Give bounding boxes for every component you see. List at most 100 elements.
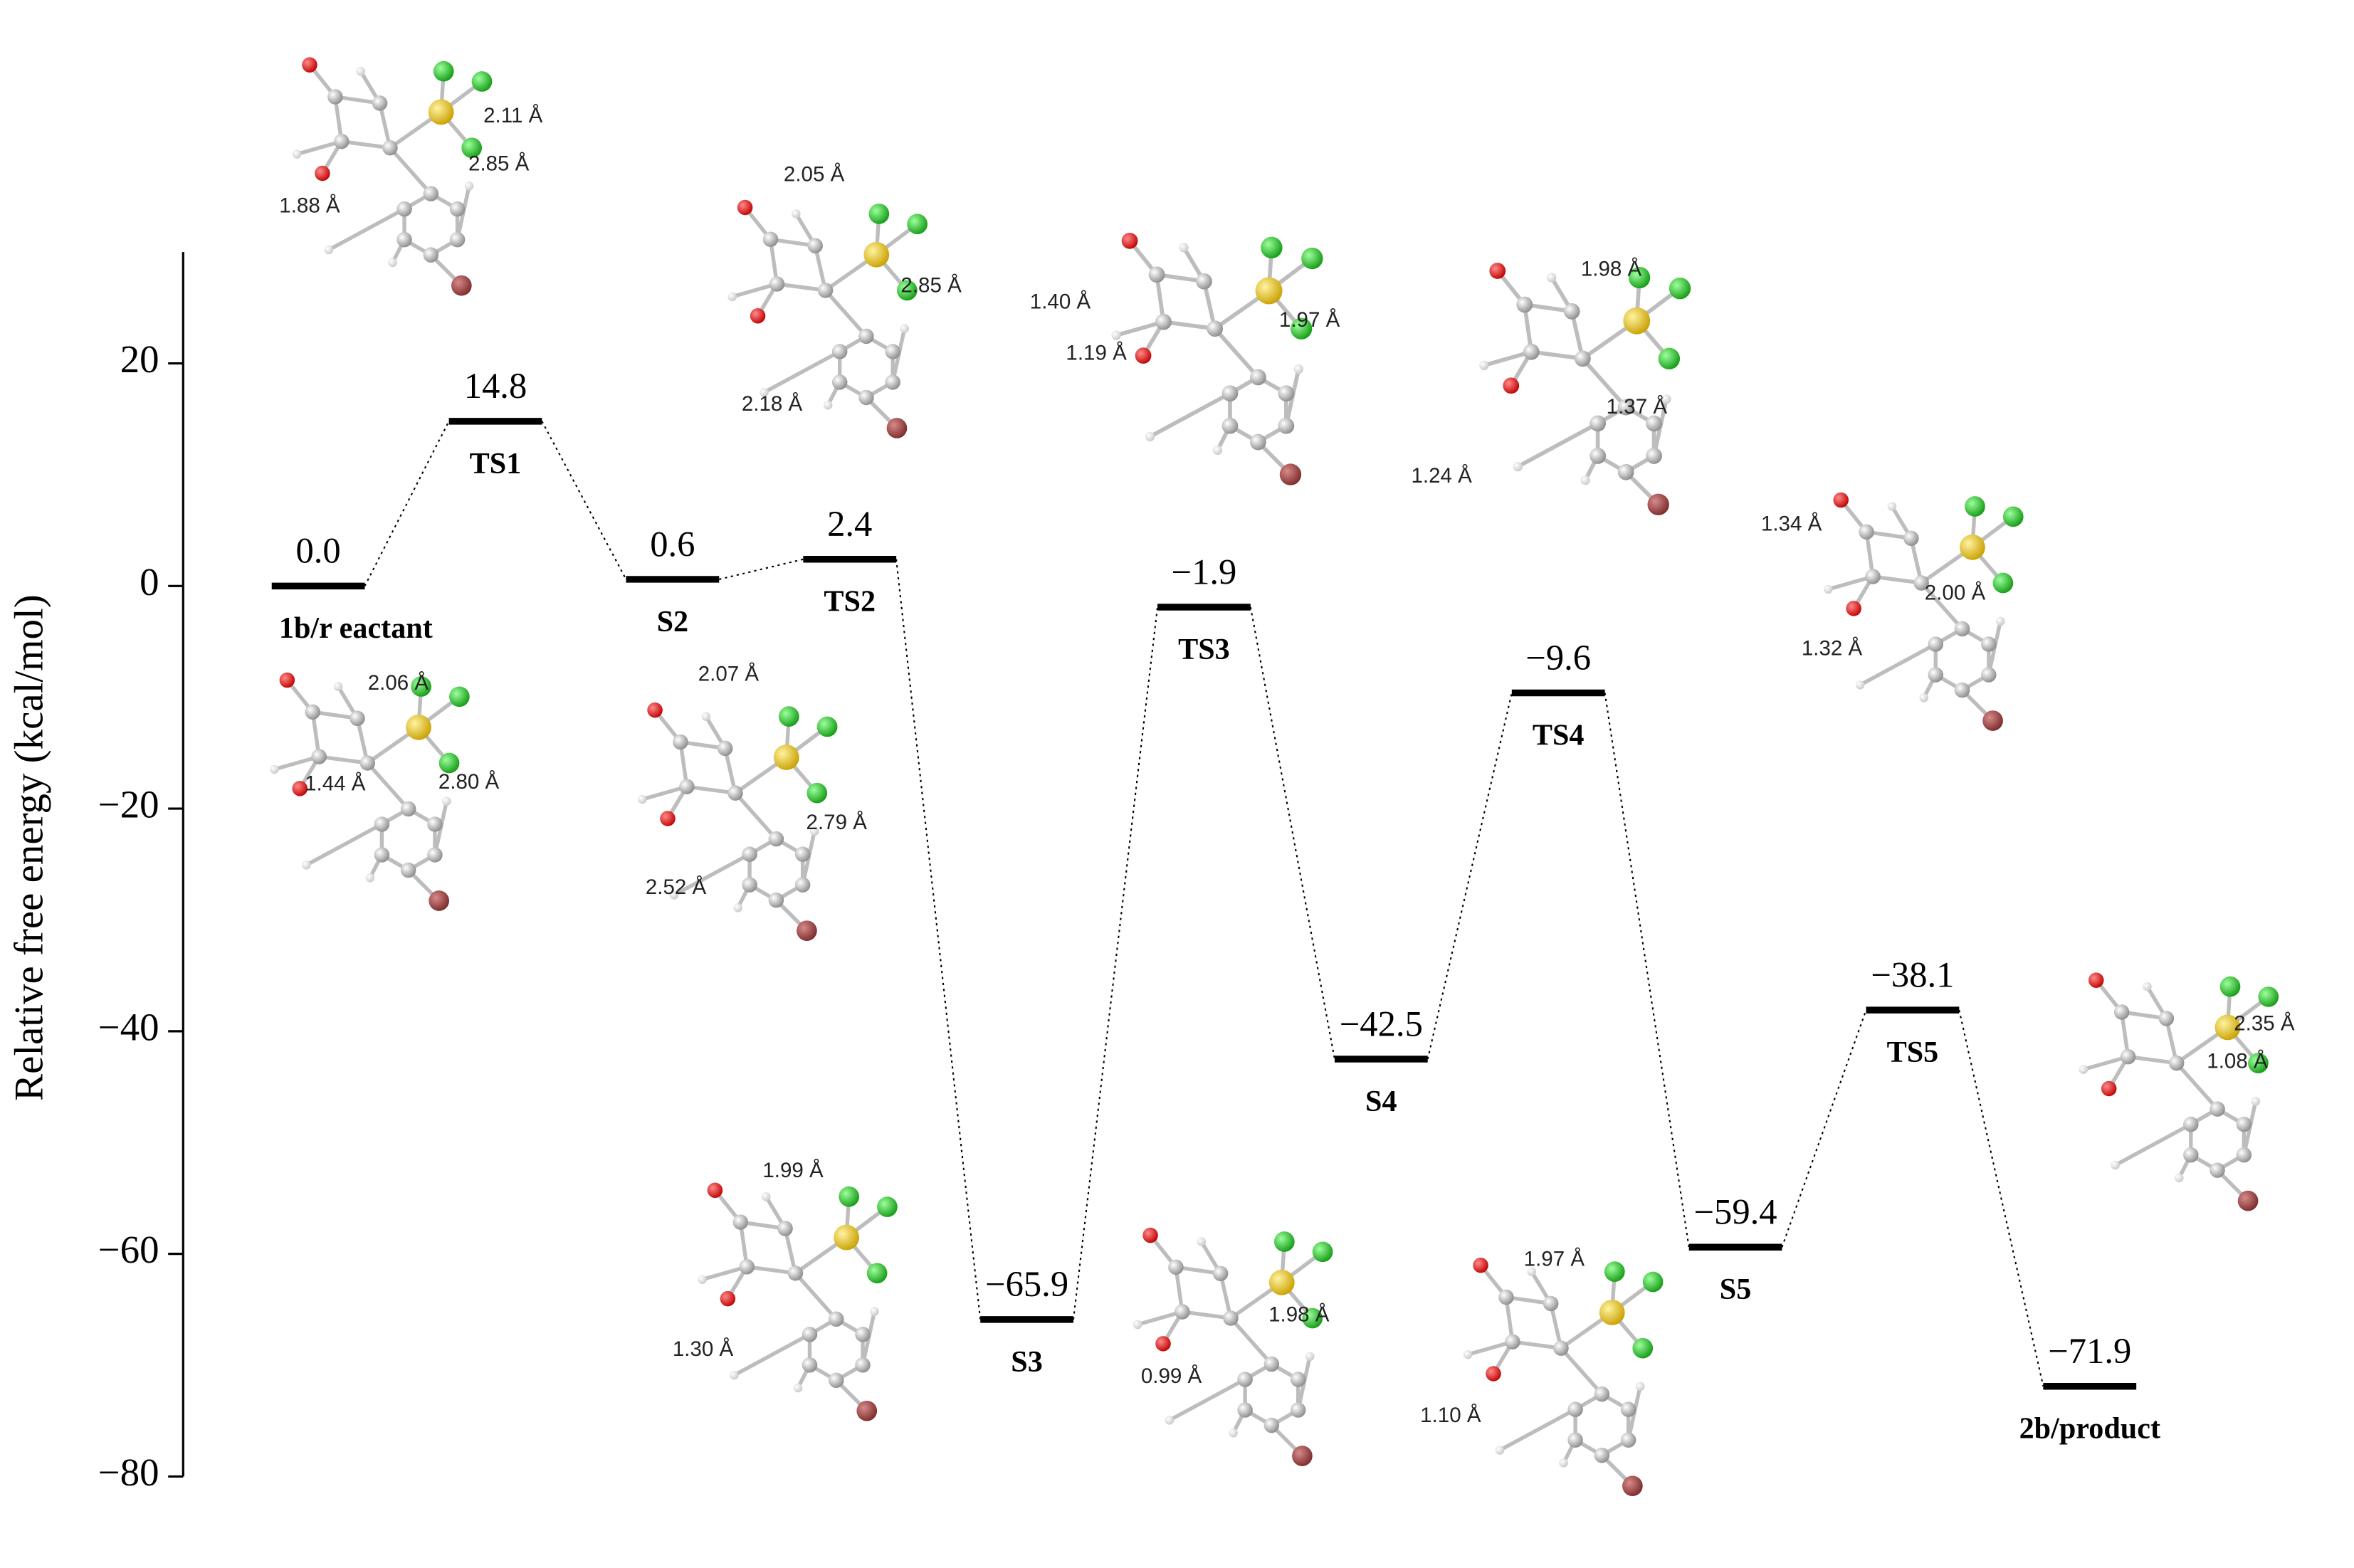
atom: [2183, 1116, 2199, 1132]
atom: [1290, 317, 1313, 340]
atom: [1516, 296, 1533, 313]
bond-length-label: 2.06 Å: [368, 671, 429, 695]
bond: [327, 207, 406, 252]
atom: [2251, 1097, 2261, 1106]
atom: [831, 374, 848, 390]
atom: [720, 1290, 736, 1307]
bond: [794, 1271, 838, 1321]
atom: [1642, 1271, 1664, 1293]
state-label: 2b/product: [2019, 1412, 2160, 1446]
bond-length-label: 0.99 Å: [1141, 1364, 1202, 1388]
connector: [541, 421, 627, 580]
atom: [374, 816, 390, 832]
atom: [1620, 1401, 1636, 1417]
atom: [1168, 1259, 1184, 1275]
molecule: [292, 57, 493, 296]
bond-length-label: 1.97 Å: [1524, 1248, 1585, 1271]
connector: [1604, 693, 1690, 1248]
atom: [1145, 431, 1155, 442]
atom: [2236, 1147, 2252, 1163]
atom: [900, 324, 909, 333]
atom: [292, 149, 302, 159]
atom: [1250, 369, 1266, 386]
connector: [1072, 606, 1159, 1320]
atom: [839, 1186, 860, 1207]
atom: [2236, 1116, 2252, 1132]
bond: [318, 754, 368, 765]
atom: [1263, 1417, 1280, 1433]
atom: [1212, 1266, 1229, 1282]
atom: [423, 186, 439, 201]
atom: [1647, 493, 1669, 515]
atom: [1594, 1386, 1610, 1402]
bond-length-label: 1.32 Å: [1802, 637, 1863, 661]
atom: [1617, 399, 1634, 416]
atom: [1824, 584, 1833, 594]
atom: [1646, 448, 1662, 464]
atom: [1523, 343, 1540, 360]
atom: [1594, 1447, 1610, 1463]
atom: [794, 877, 811, 893]
bond: [2175, 1061, 2219, 1110]
atom: [856, 1400, 878, 1421]
atom: [717, 740, 733, 757]
atom: [679, 779, 695, 794]
bond-length-label: 2.35 Å: [2234, 1012, 2295, 1036]
atom: [356, 66, 365, 76]
atom: [858, 328, 874, 344]
bond: [296, 140, 342, 157]
molecule: [2079, 972, 2279, 1211]
atom: [647, 702, 663, 718]
atom: [1982, 710, 2003, 731]
state-label: S3: [1011, 1345, 1043, 1379]
connector: [1958, 1009, 2044, 1387]
atom: [1263, 1356, 1280, 1372]
value-label: −9.6: [1525, 638, 1591, 678]
bond-length-label: 1.98 Å: [1268, 1303, 1330, 1327]
atom: [739, 1259, 755, 1275]
y-tick-label: −60: [98, 1228, 159, 1271]
atom: [855, 1327, 871, 1342]
atom: [1292, 1446, 1313, 1466]
value-label: −38.1: [1871, 954, 1954, 994]
value-label: −71.9: [2048, 1331, 2131, 1371]
atom: [2088, 972, 2104, 988]
atom: [2209, 1162, 2225, 1178]
bond-length-label: 1.30 Å: [673, 1337, 734, 1361]
value-label: −42.5: [1340, 1004, 1423, 1043]
atom: [315, 165, 330, 181]
atom: [1865, 569, 1881, 584]
atom: [374, 847, 390, 863]
bond: [1229, 1317, 1273, 1366]
atom: [333, 682, 343, 691]
atom: [1547, 273, 1557, 283]
bond-length-label: 2.00 Å: [1925, 582, 1986, 605]
atom: [396, 201, 412, 217]
bond-length-label: 2.79 Å: [806, 811, 868, 834]
atom: [794, 846, 811, 862]
y-axis-label: Relative free energy (kcal/mol): [6, 594, 51, 1101]
atom: [464, 181, 474, 191]
atom: [855, 1357, 871, 1373]
atom: [302, 57, 317, 73]
atom: [1278, 385, 1295, 402]
bond: [734, 791, 778, 841]
atom: [1646, 415, 1662, 432]
value-label: 0.0: [295, 531, 340, 571]
atom: [1981, 636, 1997, 652]
bond: [388, 146, 433, 195]
state-label: TS3: [1178, 633, 1230, 666]
bond: [1872, 574, 1922, 585]
atom: [1290, 1372, 1306, 1387]
atom: [292, 781, 308, 796]
bond-length-label: 1.10 Å: [1420, 1404, 1481, 1427]
state-label: S5: [1720, 1273, 1752, 1306]
atom: [396, 231, 412, 248]
bond-length-label: 2.85 Å: [468, 152, 530, 176]
bond-length-label: 1.97 Å: [1279, 308, 1340, 332]
atom: [1135, 347, 1152, 364]
atom: [1463, 1349, 1473, 1359]
atom: [1473, 1257, 1488, 1273]
atom: [1179, 243, 1189, 253]
